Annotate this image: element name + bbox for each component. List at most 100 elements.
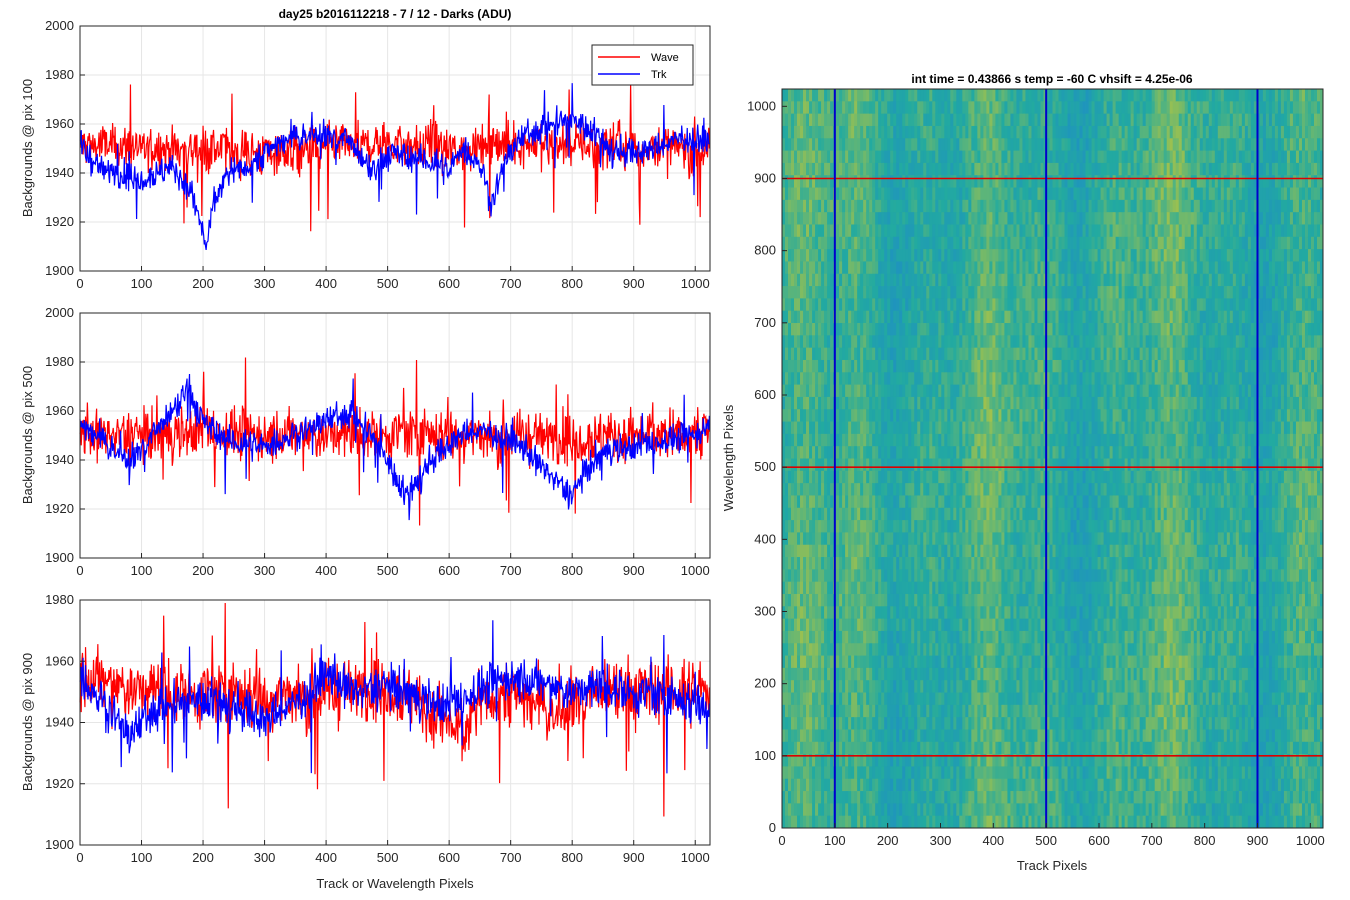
heatmap-cell — [908, 581, 912, 595]
y-tick-label: 1940 — [45, 452, 74, 467]
heatmap-cell — [788, 507, 792, 521]
heatmap-cell — [794, 754, 798, 767]
x-tick-label: 100 — [131, 850, 153, 865]
heatmap-cell — [1004, 704, 1008, 718]
heatmap-cell — [830, 273, 834, 287]
heatmap-cell — [962, 89, 966, 102]
heatmap-cell — [890, 323, 894, 336]
heatmap-cell — [830, 249, 834, 262]
heatmap-cell — [911, 470, 915, 484]
heatmap-cell — [782, 791, 786, 804]
heatmap-cell — [881, 557, 885, 570]
heatmap-cell — [974, 618, 978, 632]
heatmap-cell — [824, 544, 828, 558]
heatmap-cell — [884, 384, 888, 398]
heatmap-cell — [875, 335, 879, 349]
heatmap-cell — [797, 630, 801, 644]
heatmap-cell — [965, 396, 969, 410]
heatmap-cell — [971, 273, 975, 287]
heatmap-cell — [965, 125, 969, 139]
heatmap-cell — [794, 323, 798, 336]
heatmap-cell — [914, 741, 918, 755]
heatmap-cell — [812, 815, 816, 829]
heatmap-cell — [956, 717, 960, 730]
heatmap-cell — [836, 347, 840, 361]
heatmap-cell — [890, 113, 894, 127]
heatmap-cell — [962, 236, 966, 250]
heatmap-cell — [893, 791, 897, 804]
heatmap-cell — [959, 803, 963, 817]
heatmap-cell — [986, 150, 990, 164]
heatmap-cell — [986, 791, 990, 804]
heatmap-cell — [1013, 766, 1017, 780]
heatmap-cell — [959, 162, 963, 176]
heatmap-cell — [848, 593, 852, 607]
heatmap-cell — [1022, 261, 1026, 275]
heatmap-cell — [971, 495, 975, 509]
heatmap-cell — [944, 766, 948, 780]
heatmap-cell — [866, 655, 870, 669]
heatmap-cell — [902, 766, 906, 780]
heatmap-cell — [797, 729, 801, 743]
heatmap-cell — [839, 557, 843, 570]
heatmap-cell — [944, 557, 948, 570]
heatmap-cell — [902, 667, 906, 681]
heatmap-cell — [818, 212, 822, 225]
heatmap-cell — [821, 680, 825, 693]
heatmap-cell — [896, 273, 900, 287]
heatmap-cell — [974, 212, 978, 225]
heatmap-cell — [851, 704, 855, 718]
heatmap-cell — [905, 261, 909, 275]
heatmap-cell — [830, 212, 834, 225]
heatmap-cell — [1007, 409, 1011, 422]
heatmap-cell — [800, 569, 804, 583]
heatmap-cell — [1016, 520, 1020, 533]
heatmap-cell — [794, 544, 798, 558]
heatmap-cell — [806, 815, 810, 829]
heatmap-cell — [896, 741, 900, 755]
heatmap-cell — [917, 593, 921, 607]
heatmap-cell — [836, 778, 840, 792]
heatmap-cell — [854, 704, 858, 718]
heatmap-cell — [941, 815, 945, 829]
heatmap-cell — [1004, 446, 1008, 459]
heatmap-cell — [887, 495, 891, 509]
heatmap-cell — [872, 704, 876, 718]
heatmap-cell — [806, 421, 810, 435]
heatmap-cell — [827, 212, 831, 225]
series-line-trk — [79, 374, 710, 521]
heatmap-cell — [860, 199, 864, 213]
heatmap-cell — [797, 162, 801, 176]
heatmap-subplot: 0 100 200 300 400 500 600 700 800 900 1000 0100200… — [721, 72, 1325, 873]
heatmap-cell — [953, 655, 957, 669]
heatmap-cell — [944, 359, 948, 373]
heatmap-cell — [944, 286, 948, 299]
heatmap-cell — [791, 606, 795, 620]
heatmap-cell — [923, 729, 927, 743]
heatmap-cell — [803, 298, 807, 312]
heatmap-cell — [842, 483, 846, 496]
heatmap-cell — [947, 162, 951, 176]
heatmap-cell — [809, 162, 813, 176]
heatmap-cell — [986, 286, 990, 299]
heatmap-cell — [941, 433, 945, 447]
heatmap-cell — [947, 323, 951, 336]
heatmap-cell — [899, 187, 903, 201]
heatmap-cell — [797, 655, 801, 669]
heatmap-cell — [986, 532, 990, 546]
heatmap-cell — [1010, 446, 1014, 459]
heatmap-cell — [851, 630, 855, 644]
heatmap-cell — [899, 680, 903, 693]
heatmap-cell — [983, 606, 987, 620]
heatmap-cell — [1010, 729, 1014, 743]
heatmap-cell — [887, 618, 891, 632]
heatmap-cell — [785, 298, 789, 312]
heatmap-cell — [1007, 532, 1011, 546]
heatmap-cell — [878, 729, 882, 743]
heatmap-cell — [938, 347, 942, 361]
heatmap-cell — [824, 273, 828, 287]
heatmap-cell — [986, 384, 990, 398]
heatmap-cell — [821, 372, 825, 385]
heatmap-cell — [785, 680, 789, 693]
heatmap-cell — [986, 741, 990, 755]
